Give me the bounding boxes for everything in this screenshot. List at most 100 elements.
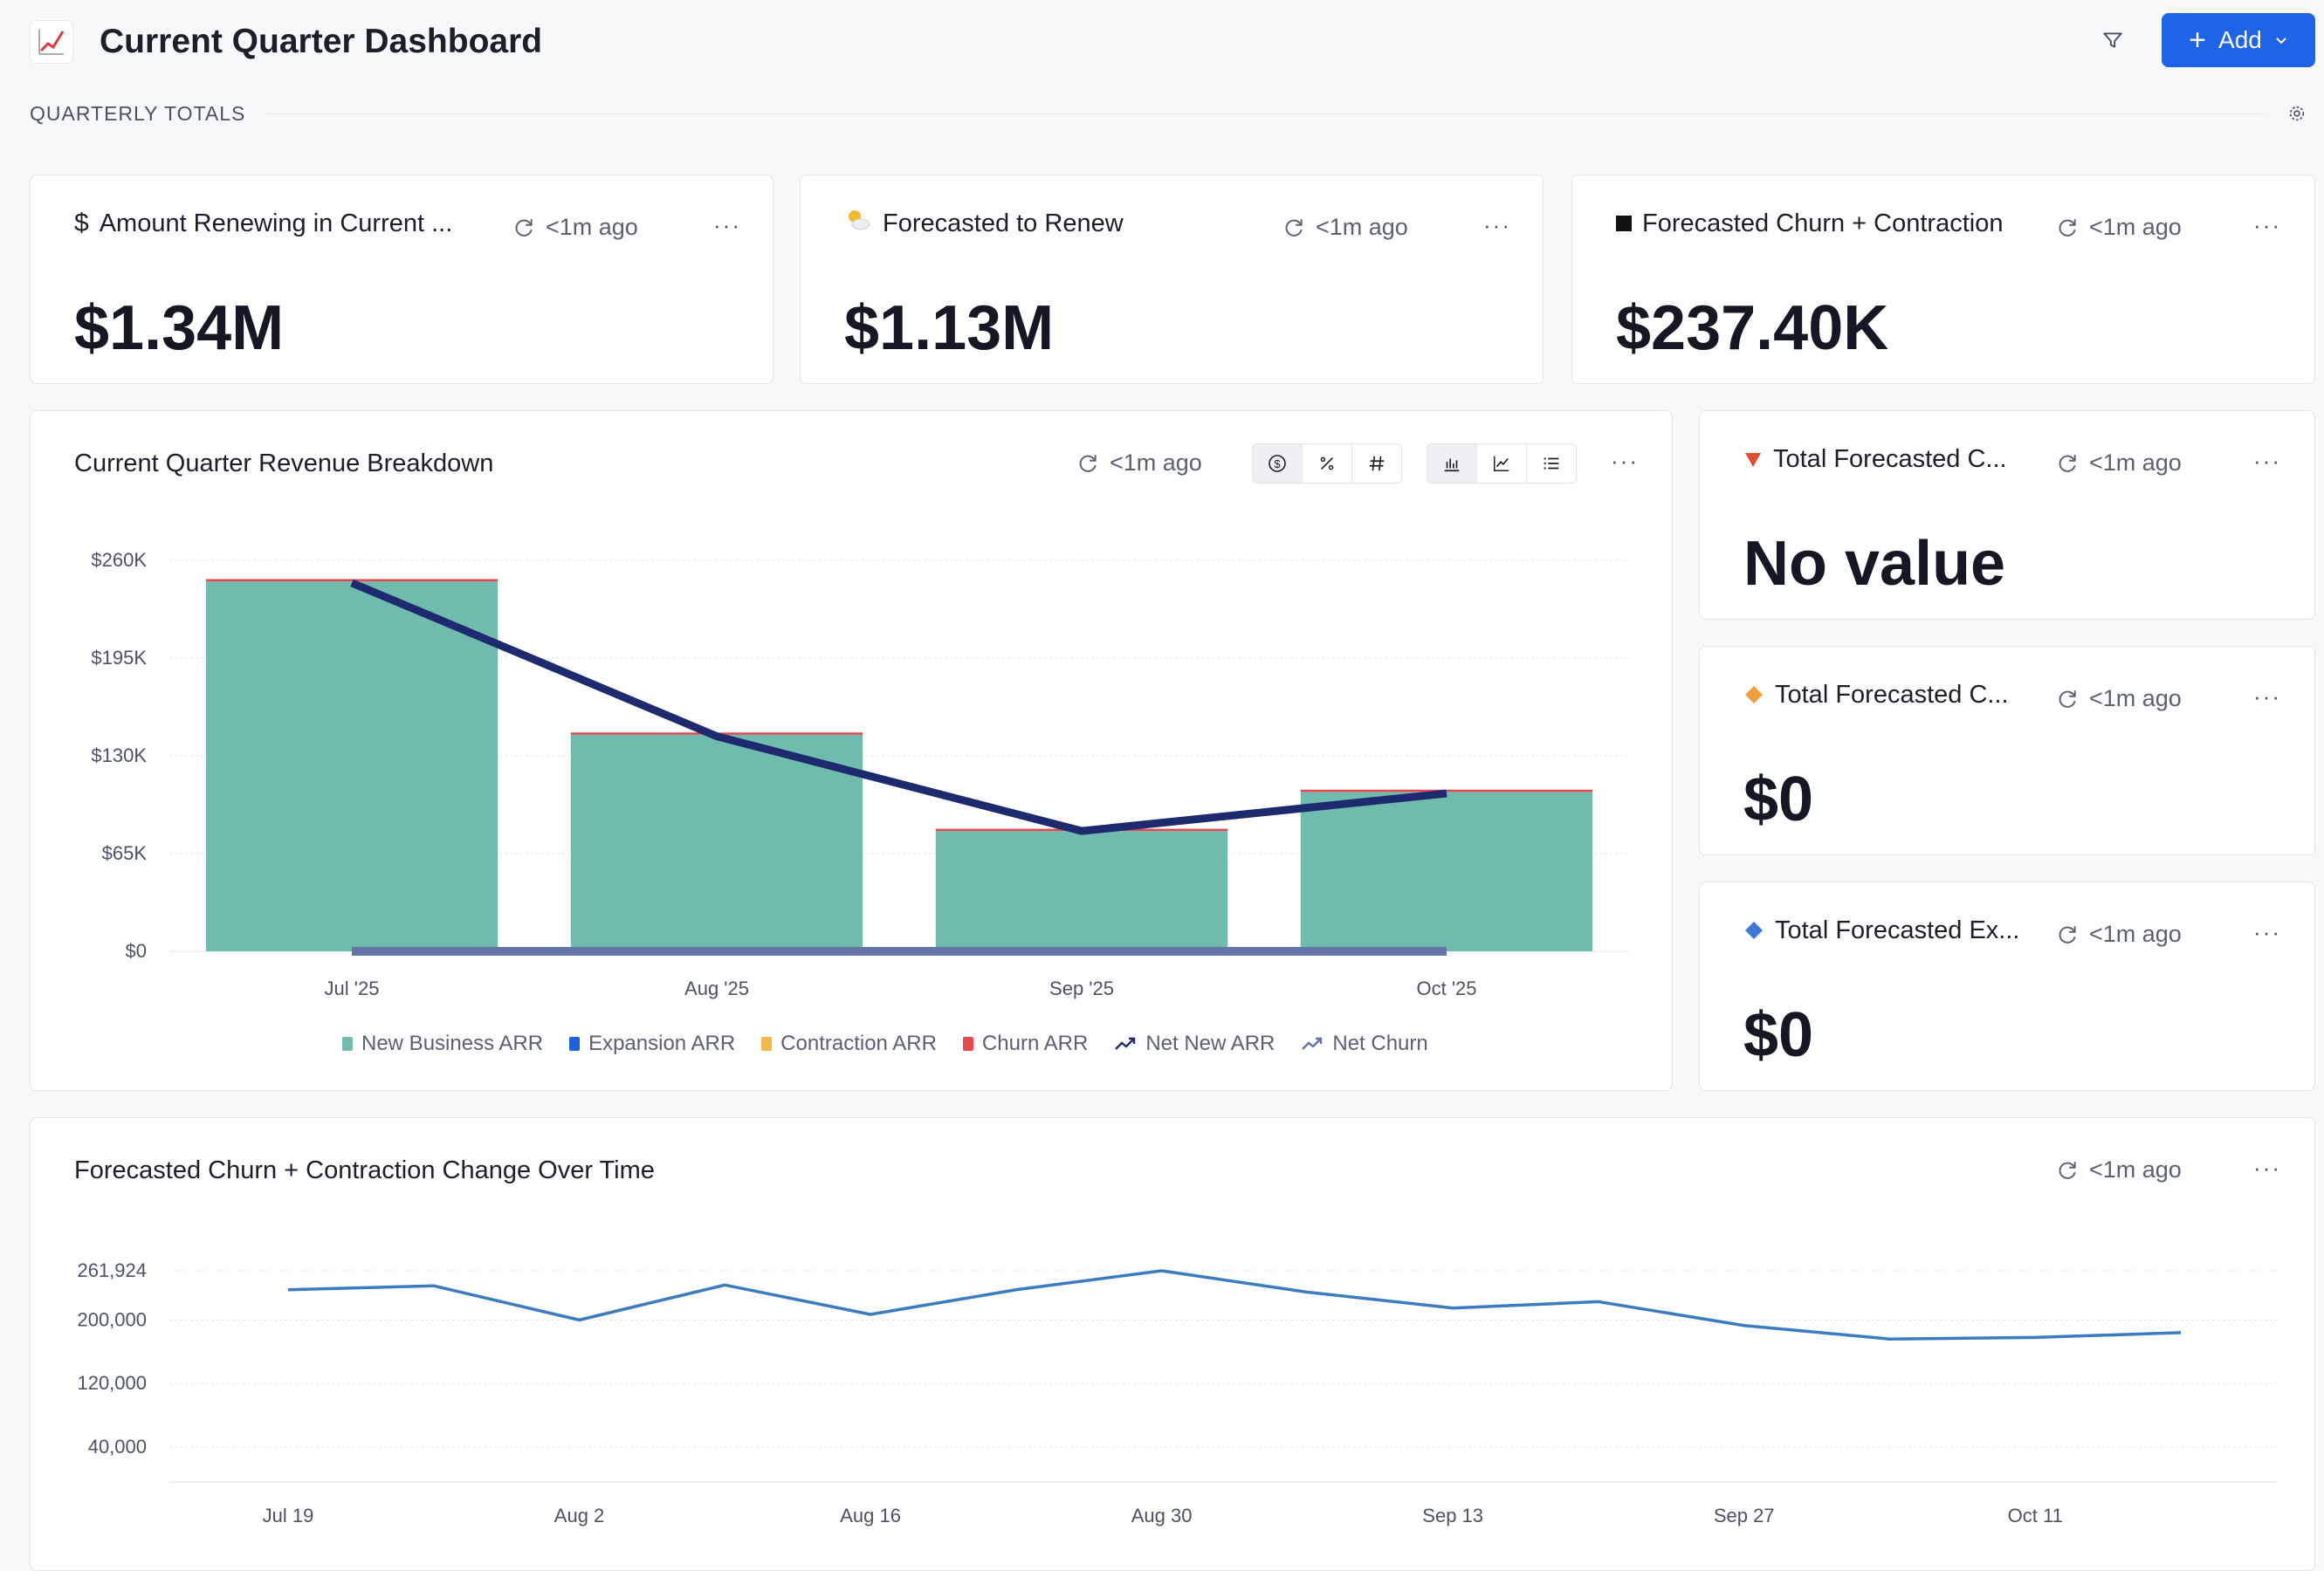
refresh-icon: [2059, 218, 2076, 237]
y-tick-label: 200,000: [77, 1308, 147, 1330]
metric-value: $237.40K: [1616, 293, 1889, 363]
filter-icon[interactable]: [2094, 21, 2132, 59]
list-view-icon[interactable]: [1527, 444, 1576, 483]
refresh-time: <1m ago: [2089, 214, 2182, 240]
refresh-icon: [2059, 925, 2076, 943]
legend-label: Net Churn: [1332, 1032, 1428, 1055]
trend-line-icon: [1302, 1037, 1323, 1050]
bar-segment: [1300, 789, 1593, 792]
x-tick-label: Sep '25: [1049, 978, 1114, 999]
dollar-format-icon[interactable]: $: [1253, 444, 1303, 483]
red-triangle-down-icon: [1745, 453, 1761, 467]
legend-item[interactable]: Net Churn: [1301, 1032, 1428, 1056]
x-tick-label: Aug 16: [840, 1505, 901, 1526]
blue-diamond-icon: [1745, 922, 1763, 939]
last-refresh[interactable]: <1m ago: [512, 214, 638, 241]
line-chart-icon[interactable]: [1477, 444, 1527, 483]
gear-icon[interactable]: [2286, 102, 2308, 125]
trend-line-icon: [1115, 1037, 1136, 1050]
card-title-text: Forecasted Churn + Contraction: [1642, 209, 2004, 237]
svg-text:$: $: [1274, 457, 1281, 470]
format-toggle-group: $: [1252, 443, 1402, 484]
x-tick-label: Jul 19: [263, 1505, 314, 1526]
more-options-button[interactable]: ···: [2253, 1154, 2281, 1181]
card-title-text: Total Forecasted C...: [1773, 444, 2007, 473]
more-options-button[interactable]: ···: [2253, 683, 2281, 710]
orange-diamond-icon: [1745, 686, 1763, 703]
card-title-text: Total Forecasted C...: [1775, 680, 2009, 709]
last-refresh[interactable]: <1m ago: [1076, 449, 1202, 477]
x-tick-label: Sep 27: [1714, 1505, 1775, 1526]
metric-card-forecasted-renew: Forecasted to Renew <1m ago ··· $1.13M: [800, 175, 1544, 384]
metric-value: $0: [1743, 1000, 1814, 1070]
refresh-time: <1m ago: [2089, 921, 2182, 947]
more-options-button[interactable]: ···: [2253, 447, 2281, 474]
metric-value: $0: [1743, 765, 1814, 834]
more-options-button[interactable]: ···: [2253, 918, 2281, 945]
refresh-icon: [2059, 689, 2076, 708]
bar-segment: [935, 831, 1228, 951]
last-refresh[interactable]: <1m ago: [1282, 214, 1408, 241]
section-divider: [266, 113, 2265, 114]
last-refresh[interactable]: <1m ago: [2056, 214, 2182, 241]
legend-item[interactable]: Expansion ARR: [569, 1032, 735, 1056]
card-title: Forecasted to Renew: [844, 206, 1124, 241]
black-square-icon: [1616, 216, 1632, 231]
legend-label: Churn ARR: [981, 1032, 1089, 1055]
last-refresh[interactable]: <1m ago: [2056, 685, 2182, 712]
view-toggle-group: [1427, 443, 1577, 484]
legend-item[interactable]: New Business ARR: [342, 1032, 543, 1056]
refresh-icon: [1285, 218, 1303, 237]
number-format-icon[interactable]: [1352, 444, 1401, 483]
section-label: QUARTERLY TOTALS: [30, 101, 246, 125]
legend-item[interactable]: Net New ARR: [1114, 1032, 1275, 1056]
x-tick-label: Aug '25: [684, 978, 749, 999]
legend-item[interactable]: Contraction ARR: [761, 1032, 937, 1056]
metric-value: $1.34M: [74, 293, 285, 363]
last-refresh[interactable]: <1m ago: [2056, 1156, 2182, 1183]
more-options-button[interactable]: ···: [2253, 211, 2281, 238]
last-refresh[interactable]: <1m ago: [2056, 449, 2182, 477]
revenue-breakdown-chart: $0 $65K $130K $195K $260K Jul '25 Aug '25 Sep '…: [91, 549, 1629, 999]
y-tick-label: 40,000: [88, 1436, 147, 1458]
y-tick-label: 261,924: [77, 1259, 147, 1281]
metric-card-amount-renewing: $ Amount Renewing in Current ... <1m ago…: [30, 175, 774, 384]
refresh-icon: [2059, 454, 2076, 472]
refresh-time: <1m ago: [2089, 1156, 2182, 1183]
legend-item[interactable]: Churn ARR: [962, 1032, 1089, 1056]
add-button-label: Add: [2218, 26, 2262, 53]
plus-icon: +: [2189, 24, 2207, 57]
x-tick-label: Aug 30: [1131, 1505, 1193, 1526]
legend-label: Net New ARR: [1145, 1032, 1275, 1055]
refresh-icon: [515, 218, 533, 237]
refresh-time: <1m ago: [546, 214, 638, 240]
card-title-text: Forecasted to Renew: [883, 209, 1124, 237]
page-title: Current Quarter Dashboard: [100, 23, 543, 60]
bar-segment: [205, 581, 498, 951]
y-tick-label: $0: [126, 940, 147, 962]
more-options-button[interactable]: ···: [1611, 447, 1639, 474]
chart-legend: New Business ARR Expansion ARR Contracti…: [342, 1032, 1428, 1056]
x-tick-label: Oct 11: [2008, 1505, 2063, 1526]
legend-label: Contraction ARR: [780, 1032, 937, 1055]
x-tick-label: Oct '25: [1416, 978, 1476, 999]
bar-segment: [1300, 792, 1593, 951]
y-tick-label: $195K: [91, 647, 147, 669]
add-button[interactable]: + Add: [2162, 13, 2315, 67]
card-title: $ Amount Renewing in Current ...: [74, 209, 452, 238]
more-options-button[interactable]: ···: [1483, 211, 1511, 238]
dollar-icon: $: [74, 209, 89, 237]
more-options-button[interactable]: ···: [713, 211, 741, 238]
chart-title: Forecasted Churn + Contraction Change Ov…: [74, 1156, 655, 1184]
churn-over-time-card: Forecasted Churn + Contraction Change Ov…: [30, 1117, 2315, 1571]
bar-chart-icon[interactable]: [1427, 444, 1477, 483]
y-tick-label: $260K: [91, 549, 147, 571]
refresh-time: <1m ago: [1110, 449, 1202, 476]
last-refresh[interactable]: <1m ago: [2056, 921, 2182, 948]
x-tick-label: Sep 13: [1422, 1505, 1483, 1526]
legend-swatch: [569, 1037, 581, 1051]
dashboard-header: Current Quarter Dashboard: [30, 14, 542, 70]
percent-format-icon[interactable]: [1303, 444, 1352, 483]
metric-card-total-forecasted-contraction: Total Forecasted C... <1m ago ··· $0: [1699, 646, 2315, 855]
metric-value: No value: [1743, 529, 2006, 599]
